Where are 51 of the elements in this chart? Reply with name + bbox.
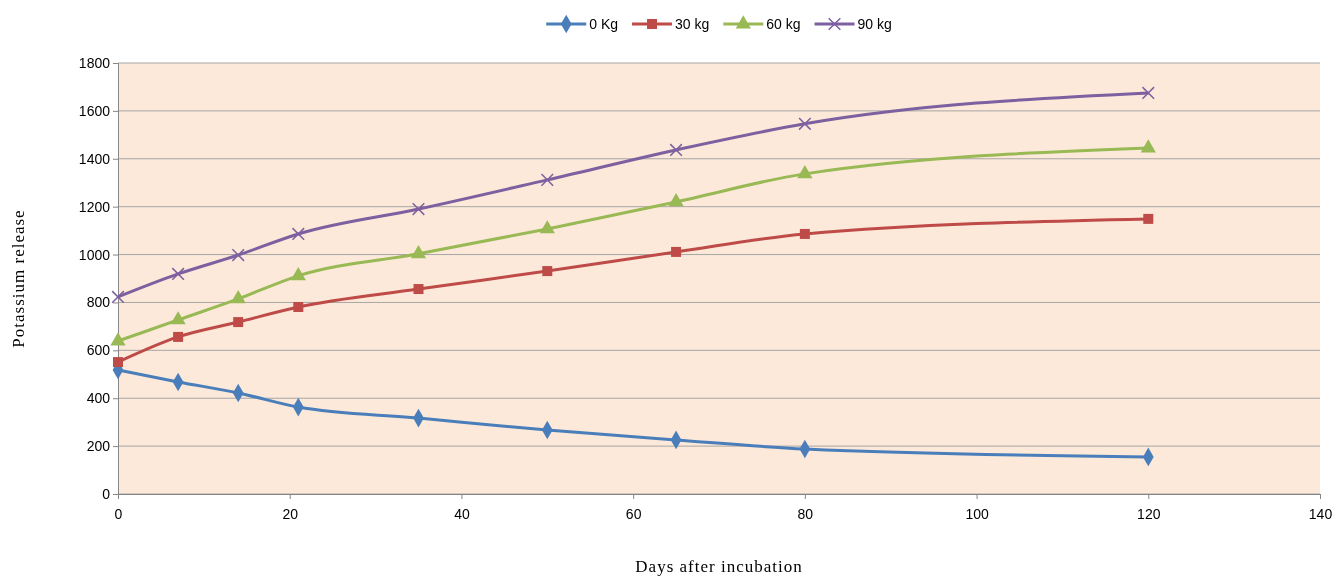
point	[111, 290, 125, 304]
y-tick-label: 1400	[78, 150, 111, 167]
point	[539, 220, 555, 234]
point	[668, 193, 684, 207]
legend-label: 60 kg	[766, 16, 801, 32]
y-tick-label: 200	[86, 438, 111, 455]
point	[231, 248, 245, 262]
point	[230, 290, 246, 304]
y-axis-title: Potassium release	[9, 209, 28, 348]
x-tick-label: 0	[114, 505, 123, 522]
legend-label: 0 Kg	[589, 16, 619, 32]
x-tick-label: 40	[454, 505, 470, 522]
point	[113, 357, 123, 368]
point	[291, 227, 305, 241]
point	[797, 165, 813, 179]
point	[410, 245, 427, 259]
y-tick-label: 600	[86, 342, 111, 359]
x-tick-label: 60	[625, 505, 642, 522]
point	[293, 301, 304, 312]
y-tick-label: 1800	[78, 54, 111, 71]
point	[799, 228, 810, 239]
y-tick-label: 1600	[78, 102, 111, 119]
y-tick-label: 800	[86, 294, 111, 311]
y-tick-label: 1000	[78, 246, 111, 263]
point	[413, 284, 424, 295]
point	[1141, 86, 1155, 100]
x-tick-label: 20	[282, 505, 299, 522]
x-tick-label: 140	[1308, 505, 1333, 522]
point	[669, 143, 683, 157]
x-tick-label: 120	[1137, 505, 1161, 522]
legend-label: 30 kg	[675, 16, 710, 32]
point	[798, 117, 812, 131]
point	[411, 202, 426, 216]
point	[1140, 139, 1156, 153]
point	[173, 331, 184, 342]
point	[1143, 213, 1154, 224]
point	[542, 266, 553, 277]
point	[171, 267, 185, 281]
point	[233, 317, 244, 328]
x-tick-label: 80	[797, 505, 814, 522]
point	[671, 246, 682, 257]
legend-label: 90 kg	[857, 16, 892, 32]
y-tick-label: 1200	[78, 198, 111, 215]
point	[290, 267, 306, 281]
point	[110, 332, 126, 346]
point	[170, 311, 186, 325]
x-axis-title: Days after incubation	[635, 557, 803, 576]
y-tick-label: 0	[102, 485, 111, 502]
point	[540, 173, 554, 187]
y-tick-label: 400	[86, 390, 111, 407]
x-tick-label: 100	[965, 505, 989, 522]
